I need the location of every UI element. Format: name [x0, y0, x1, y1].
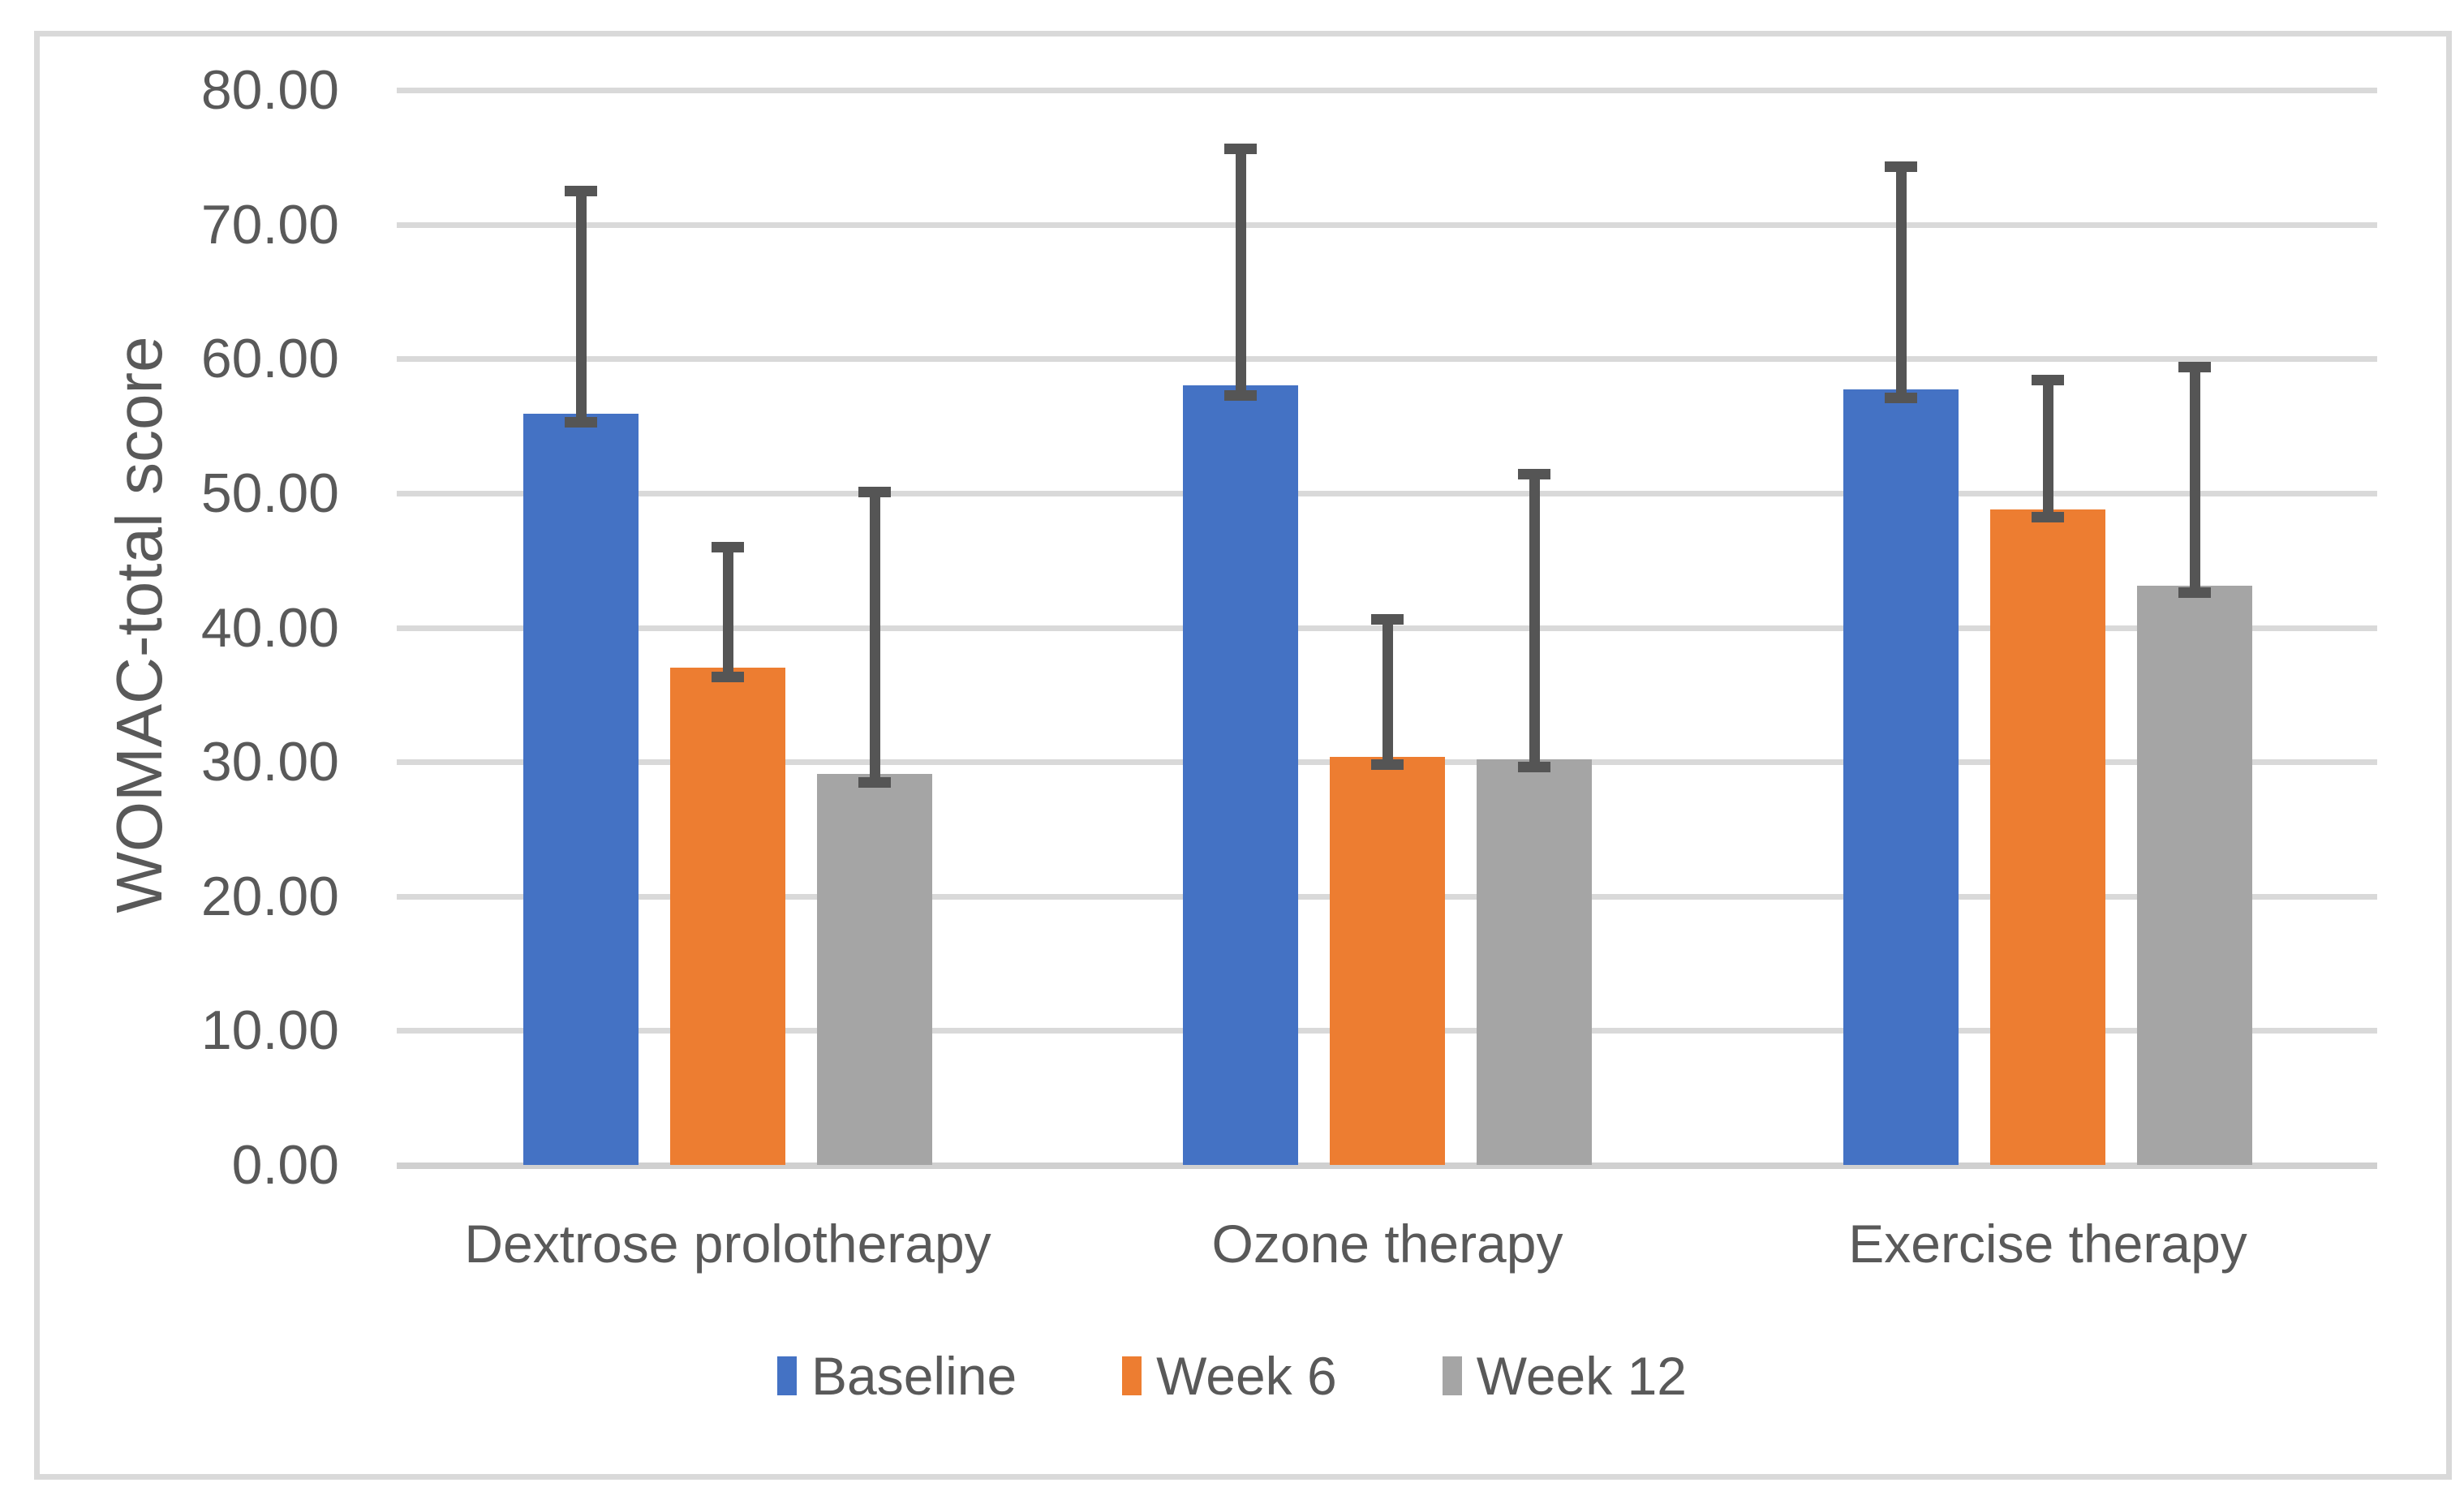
gridline-60 [397, 356, 2377, 363]
y-tick-label-40: 40.00 [200, 596, 339, 659]
error-bar-cap-bottom [2032, 512, 2064, 523]
error-bar-cap-bottom [712, 672, 744, 683]
y-tick-label-30: 30.00 [200, 731, 339, 793]
error-bar-line [869, 486, 880, 788]
legend-item-baseline: Baseline [777, 1345, 1017, 1407]
error-bar-cap-bottom [1224, 389, 1257, 401]
x-category-label-2: Exercise therapy [1848, 1214, 2247, 1274]
y-tick-label-50: 50.00 [200, 462, 339, 524]
bar-week-6-cat0 [670, 668, 785, 1165]
legend-marker-icon [777, 1356, 797, 1395]
y-tick-label-60: 60.00 [200, 328, 339, 390]
gridline-50 [397, 490, 2377, 496]
legend: Baseline Week 6 Week 12 [0, 1345, 2464, 1407]
error-bar-line [1895, 161, 1907, 403]
y-tick-label-0: 0.00 [231, 1134, 339, 1196]
x-category-label-0: Dextrose prolotherapy [464, 1214, 991, 1274]
y-tick-label-70: 70.00 [200, 193, 339, 256]
error-bar-cap-bottom [2178, 587, 2211, 599]
error-bar-line [1235, 144, 1246, 401]
error-bar-cap-top [1224, 144, 1257, 155]
legend-label: Baseline [811, 1346, 1017, 1406]
error-bar-cap-bottom [565, 416, 597, 428]
legend-marker-icon [1442, 1356, 1462, 1395]
legend-item-week-6: Week 6 [1122, 1345, 1337, 1407]
y-tick-label-10: 10.00 [200, 999, 339, 1062]
legend-label: Week 12 [1476, 1346, 1687, 1406]
error-bar-cap-top [2178, 361, 2211, 372]
error-bar-line [722, 541, 733, 683]
gridline-0 [397, 1163, 2377, 1169]
error-bar-cap-top [2032, 375, 2064, 386]
error-bar-cap-top [858, 486, 891, 497]
error-bar-cap-bottom [1885, 392, 1917, 403]
legend-marker-icon [1122, 1356, 1142, 1395]
bar-week-12-cat0 [817, 774, 932, 1165]
error-bar-cap-top [1518, 469, 1550, 480]
y-tick-label-80: 80.00 [200, 59, 339, 121]
legend-item-week-12: Week 12 [1442, 1345, 1687, 1407]
legend-label: Week 6 [1156, 1346, 1337, 1406]
error-bar-cap-top [565, 185, 597, 196]
error-bar-cap-top [1885, 161, 1917, 172]
error-bar-line [1382, 613, 1393, 771]
gridline-80 [397, 88, 2377, 93]
bar-week-6-cat2 [1990, 509, 2105, 1165]
y-axis-title: WOMAC-total score [103, 336, 175, 913]
error-bar-cap-bottom [1371, 759, 1404, 771]
bar-baseline-cat1 [1183, 385, 1298, 1165]
x-category-label-1: Ozone therapy [1211, 1214, 1563, 1274]
bar-week-12-cat2 [2137, 586, 2252, 1165]
bar-week-12-cat1 [1477, 759, 1592, 1165]
gridline-70 [397, 221, 2377, 228]
bar-week-6-cat1 [1330, 756, 1445, 1165]
error-bar-cap-bottom [858, 776, 891, 788]
error-bar-cap-top [1371, 613, 1404, 625]
error-bar-cap-top [712, 541, 744, 552]
error-bar-cap-bottom [1518, 762, 1550, 773]
bar-baseline-cat0 [523, 414, 639, 1165]
y-tick-label-20: 20.00 [200, 865, 339, 927]
error-bar-line [575, 185, 587, 428]
error-bar-line [2189, 361, 2200, 599]
error-bar-line [1529, 469, 1540, 773]
error-bar-line [2042, 375, 2053, 523]
bar-baseline-cat2 [1843, 389, 1959, 1165]
